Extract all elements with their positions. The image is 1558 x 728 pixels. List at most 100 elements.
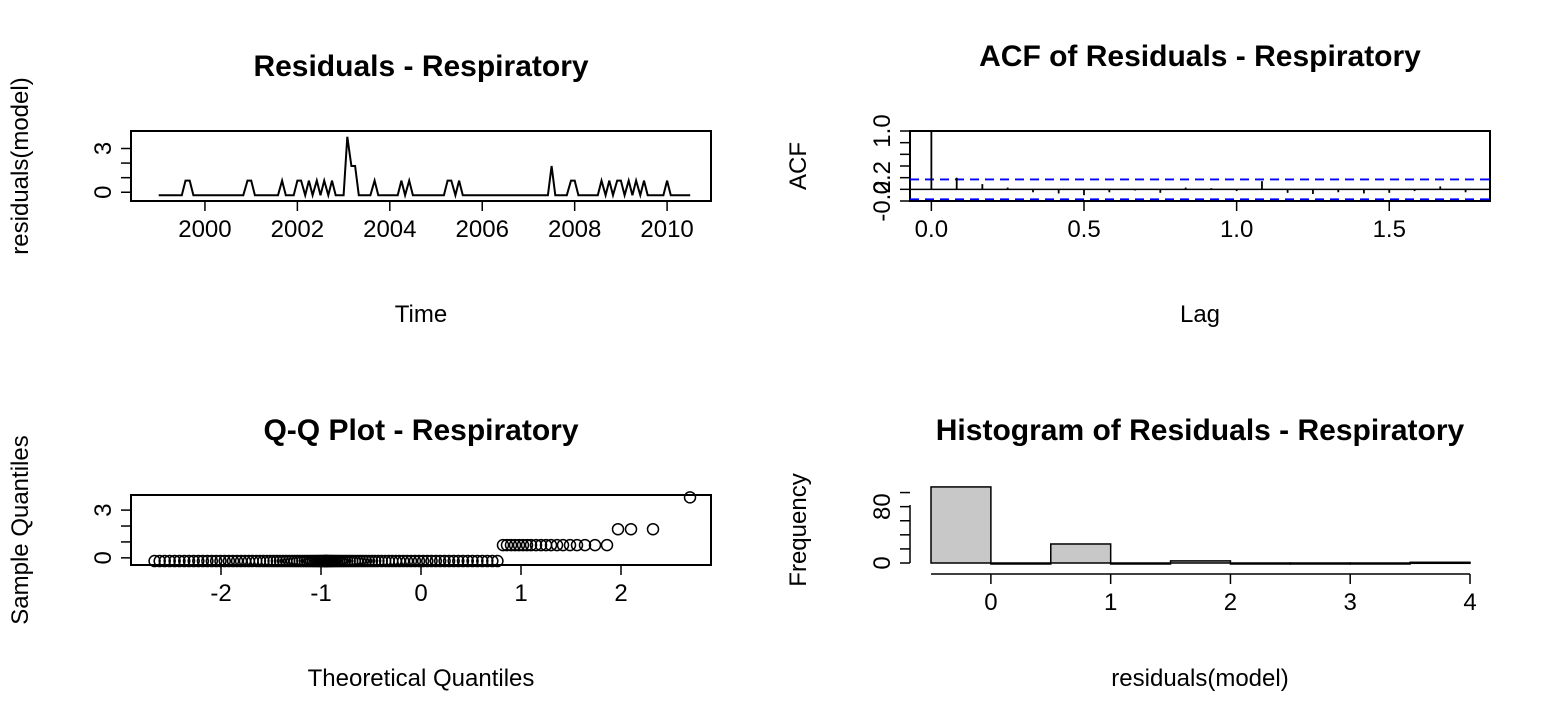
panel-residuals-time: Residuals - Respiratory Time residuals(m… — [7, 50, 712, 328]
acf-title: ACF of Residuals - Respiratory — [979, 40, 1421, 73]
qq-point — [491, 554, 504, 568]
qq-point — [226, 554, 240, 568]
qq-point — [400, 554, 414, 568]
hist-title: Histogram of Residuals - Respiratory — [936, 414, 1465, 447]
qq-point — [257, 554, 270, 568]
residuals-series-line — [158, 136, 691, 200]
qq-point — [168, 554, 181, 568]
hist-x-tick-label: 1 — [1104, 589, 1117, 616]
qq-point — [218, 554, 231, 568]
qq-point — [412, 554, 426, 568]
qq-point — [362, 554, 376, 568]
qq-point — [500, 538, 514, 552]
acf-x-tick-label: 1.0 — [1220, 216, 1253, 243]
residuals-x-tick-label: 2006 — [456, 216, 509, 243]
residuals-xlabel: Time — [395, 301, 447, 328]
hist-bar — [1229, 562, 1292, 565]
qq-point — [481, 554, 494, 568]
qq-point — [264, 554, 277, 568]
qq-x-tick-label: -2 — [210, 580, 231, 607]
qq-point — [588, 538, 602, 552]
qq-point — [260, 554, 274, 568]
qq-point — [421, 554, 434, 568]
qq-y-tick-label: 3 — [90, 503, 117, 516]
hist-y-tick-label: 0 — [869, 556, 896, 569]
qq-point — [461, 554, 474, 568]
qq-point — [404, 554, 418, 568]
hist-bar — [990, 562, 1052, 565]
hist-bar — [1109, 562, 1172, 565]
qq-point — [187, 554, 200, 568]
qq-point — [222, 554, 236, 568]
panel-histogram: Histogram of Residuals - Respiratory res… — [785, 414, 1477, 692]
qq-point — [624, 522, 638, 536]
hist-x-tick-label: 3 — [1344, 589, 1357, 616]
hist-x-tick-label: 2 — [1224, 589, 1237, 616]
qq-point — [372, 554, 385, 568]
hist-bar — [1169, 560, 1232, 564]
qq-x-tick-label: 0 — [414, 580, 427, 607]
qq-point — [148, 554, 161, 568]
qq-point — [433, 554, 447, 568]
hist-x-tick-label: 4 — [1463, 589, 1476, 616]
acf-y-tick-label: 0.2 — [869, 161, 896, 194]
qq-point — [578, 538, 592, 552]
residuals-y-ticks: 03 — [90, 142, 131, 199]
acf-ylabel: ACF — [785, 142, 812, 190]
qq-point — [196, 554, 210, 568]
qq-x-tick-label: -1 — [310, 580, 331, 607]
qq-point — [600, 538, 614, 552]
qq-points — [148, 491, 697, 568]
qq-point — [163, 554, 176, 568]
qq-point — [471, 554, 484, 568]
qq-point — [359, 554, 373, 568]
qq-y-ticks: 03 — [90, 503, 131, 565]
qq-point — [504, 538, 518, 552]
hist-xlabel: residuals(model) — [1111, 665, 1288, 692]
qq-title: Q-Q Plot - Respiratory — [263, 414, 578, 447]
qq-point — [447, 554, 460, 568]
hist-x-ticks: 0 1 2 3 4 — [984, 574, 1477, 616]
qq-point — [205, 554, 219, 568]
qq-point — [368, 554, 382, 568]
qq-point — [646, 522, 660, 536]
qq-point — [270, 554, 284, 568]
qq-point — [267, 554, 280, 568]
residuals-title: Residuals - Respiratory — [253, 50, 588, 83]
qq-point — [529, 538, 543, 552]
qq-point — [550, 538, 564, 552]
qq-point — [520, 538, 534, 552]
qq-point — [158, 554, 171, 568]
qq-point — [425, 554, 438, 568]
qq-point — [452, 554, 465, 568]
qq-point — [516, 538, 530, 552]
qq-point — [214, 554, 227, 568]
acf-plot-frame — [909, 130, 1491, 202]
qq-point — [456, 554, 470, 568]
panel-qq: Q-Q Plot - Respiratory Theoretical Quant… — [7, 414, 712, 692]
acf-x-ticks: 0.0 0.5 1.0 1.5 — [915, 201, 1406, 243]
acf-x-tick-label: 0.0 — [915, 216, 948, 243]
acf-y-ticks: -0.20.2 1.0 — [869, 114, 910, 222]
qq-point — [611, 522, 625, 536]
qq-point — [476, 554, 489, 568]
qq-point — [563, 538, 577, 552]
residuals-y-tick-label: 0 — [90, 186, 117, 199]
qq-point — [466, 554, 479, 568]
acf-y-tick-label: 1.0 — [869, 114, 896, 147]
qq-point — [192, 554, 205, 568]
qq-point — [209, 554, 223, 568]
hist-ylabel: Frequency — [785, 473, 812, 586]
qq-point — [534, 538, 548, 552]
hist-bar — [1409, 561, 1471, 565]
qq-point — [365, 554, 379, 568]
qq-xlabel: Theoretical Quantiles — [308, 665, 535, 692]
qq-x-ticks: -2 -1 0 1 2 — [210, 565, 628, 607]
hist-y-tick-label: 80 — [869, 493, 896, 520]
qq-point — [416, 554, 430, 568]
residuals-x-tick-label: 2010 — [640, 216, 693, 243]
acf-xlabel: Lag — [1180, 301, 1220, 328]
panel-acf: ACF of Residuals - Respiratory Lag ACF 0… — [785, 40, 1491, 328]
residuals-x-tick-label: 2008 — [548, 216, 601, 243]
